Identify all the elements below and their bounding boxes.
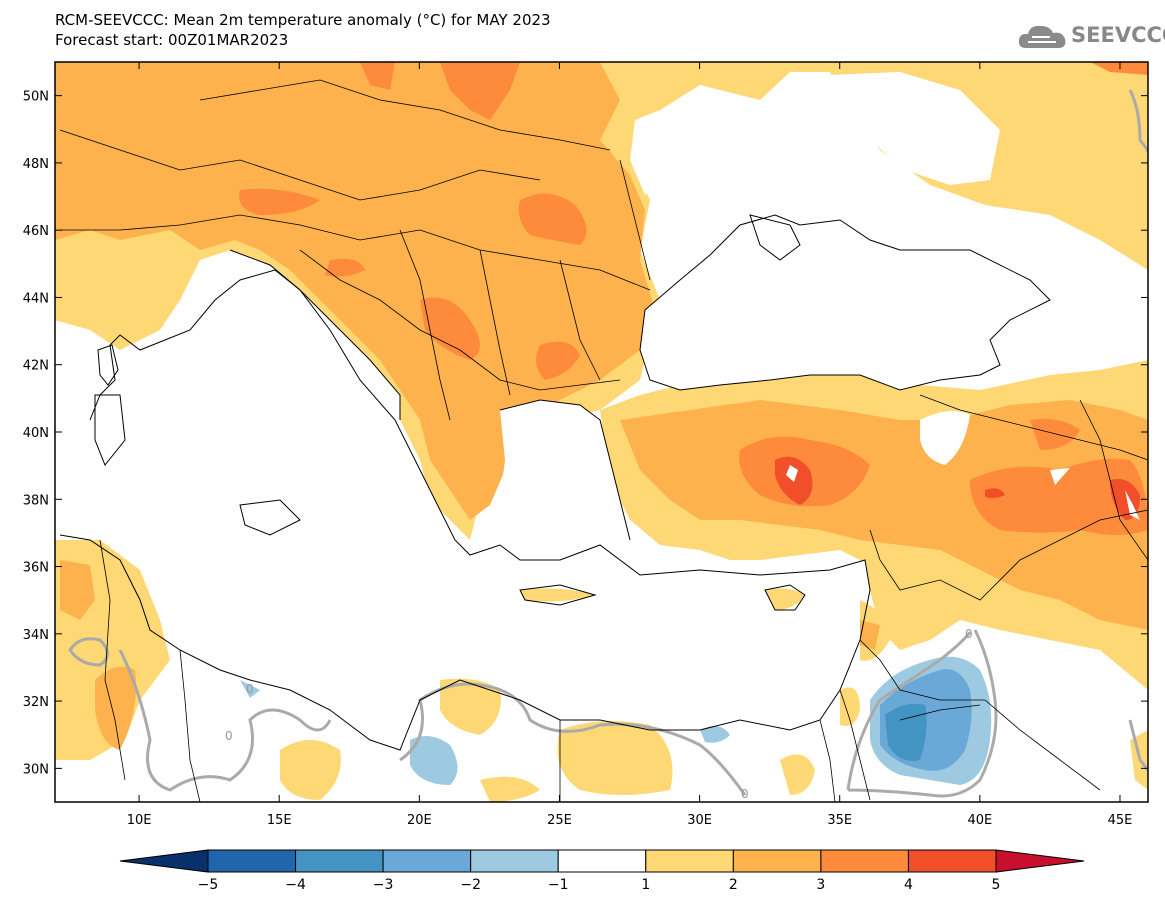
contour-label: 0 [225, 729, 233, 743]
seevccc-logo: SEEVCCC [1016, 20, 1165, 54]
lon-tick-label: 30E [687, 813, 712, 828]
colorbar-label: −4 [285, 877, 306, 893]
lat-tick-label: 44N [23, 291, 49, 306]
colorbar-extend-low [119, 849, 209, 873]
colorbar-segment [732, 849, 822, 873]
colorbar-label: 3 [816, 877, 825, 893]
lat-tick-label: 46N [23, 224, 49, 239]
anomaly-field [55, 62, 1148, 802]
colorbar-extend-high [995, 849, 1085, 873]
lat-tick-label: 34N [23, 628, 49, 643]
colorbar-segment [295, 849, 384, 873]
colorbar-label: −1 [548, 877, 569, 893]
colorbar-label: 1 [641, 877, 650, 893]
colorbar-segment [820, 849, 909, 873]
anomaly-region-negative [410, 736, 458, 785]
colorbar-label: −2 [460, 877, 481, 893]
colorbar-label: −3 [373, 877, 394, 893]
colorbar-segment [382, 849, 472, 873]
colorbar-label: 2 [729, 877, 738, 893]
black-sea [640, 215, 1050, 390]
lon-tick-label: 25E [547, 813, 572, 828]
coastlines [59, 214, 1051, 751]
colorbar: −5 −4 −3 −2 −1 1 2 3 4 5 [119, 849, 1085, 893]
colorbar-segment [470, 849, 559, 873]
contour-label: 0 [246, 682, 254, 696]
lat-tick-label: 38N [23, 493, 49, 508]
anomaly-region-europe-medium [55, 62, 655, 520]
lon-tick-label: 35E [827, 813, 852, 828]
adriatic-sea [230, 250, 400, 420]
colorbar-segment [907, 849, 997, 873]
lat-tick-label: 50N [23, 90, 49, 105]
longitude-axis: 10E 15E 20E 25E 30E 35E 40E 45E [127, 62, 1133, 828]
contour-labels: 0 0 0 0 [225, 627, 973, 801]
lon-tick-label: 10E [127, 813, 152, 828]
country-borders [59, 79, 1148, 802]
logo-text: SEEVCCC [1071, 23, 1165, 47]
colorbar-label: 5 [992, 877, 1001, 893]
title-line-2: Forecast start: 00Z01MAR2023 [55, 31, 289, 49]
title-line-1: RCM-SEEVCCC: Mean 2m temperature anomaly… [55, 11, 551, 29]
lat-tick-label: 48N [23, 157, 49, 172]
contour-label: 0 [741, 787, 749, 801]
lat-tick-label: 30N [23, 762, 49, 777]
lat-tick-label: 32N [23, 695, 49, 710]
latitude-axis: 50N 48N 46N 44N 42N 40N 38N 36N 34N 32N 30N [23, 90, 1148, 777]
lat-tick-label: 40N [23, 426, 49, 441]
lon-tick-label: 40E [967, 813, 992, 828]
aegean-sea [500, 400, 630, 560]
lat-tick-label: 42N [23, 359, 49, 374]
colorbar-segment [207, 849, 297, 873]
anomaly-region-europe-warm [440, 62, 520, 120]
lon-tick-label: 15E [267, 813, 292, 828]
lat-tick-label: 36N [23, 561, 49, 576]
map-title: RCM-SEEVCCC: Mean 2m temperature anomaly… [55, 10, 551, 50]
cloud-icon [1018, 25, 1066, 48]
lon-tick-label: 45E [1108, 813, 1133, 828]
colorbar-segment [557, 849, 647, 873]
colorbar-label: −5 [198, 877, 219, 893]
mediterranean-sea [90, 270, 870, 750]
colorbar-segment [645, 849, 734, 873]
contour-label: 0 [965, 627, 973, 641]
colorbar-label: 4 [904, 877, 913, 893]
lon-tick-label: 20E [407, 813, 432, 828]
